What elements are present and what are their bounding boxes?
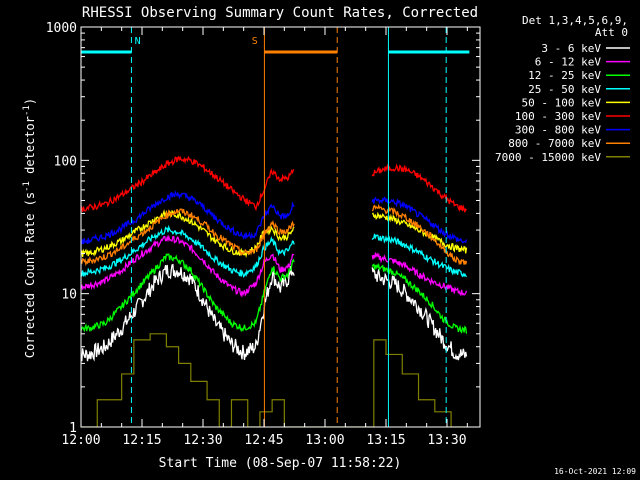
series-line-25-50kev-0 [81, 224, 295, 279]
legend-label: 3 - 6 keV [541, 42, 601, 55]
y-tick-label: 1 [69, 421, 77, 436]
axes: 12:00 12:15 12:30 12:45 13:00 13:15 13:30 1 10 10… [46, 21, 481, 448]
legend-header-line1: Det 1,3,4,5,6,9, [522, 14, 628, 27]
legend-label: 800 - 7000 keV [508, 137, 601, 150]
legend-label: 100 - 300 keV [515, 110, 601, 123]
y-tick-label: 1000 [46, 21, 77, 36]
legend-label: 25 - 50 keV [528, 83, 601, 96]
series-line-6-12kev-1 [371, 251, 468, 297]
legend-label: 50 - 100 keV [522, 96, 602, 109]
x-tick-label: 12:45 [244, 433, 283, 448]
chart-title: RHESSI Observing Summary Count Rates, Co… [82, 5, 478, 21]
y-tick-label: 100 [54, 154, 77, 169]
series-line-3-6kev-0 [81, 263, 295, 362]
legend-label: 300 - 800 keV [515, 124, 601, 137]
series-line-100-300kev-1 [371, 163, 467, 213]
series-line-800-7000kev-0 [81, 208, 295, 267]
legend-label: 6 - 12 keV [535, 56, 602, 69]
x-axis-label: Start Time (08-Sep-07 11:58:22) [159, 456, 402, 471]
series-line-7000-15000kev-0 [81, 333, 468, 427]
series-line-25-50kev-1 [371, 233, 468, 278]
series-line-300-800kev-0 [81, 190, 295, 245]
x-tick-label: 12:15 [122, 433, 161, 448]
series-line-800-7000kev-1 [371, 203, 468, 266]
marker-label-N: N [135, 36, 141, 47]
legend-label: 12 - 25 keV [528, 69, 601, 82]
x-tick-label: 13:00 [305, 433, 344, 448]
x-tick-label: 13:30 [427, 433, 466, 448]
series-line-100-300kev-0 [81, 155, 295, 212]
series-line-50-100kev-0 [81, 208, 295, 259]
plot-frame [80, 26, 481, 428]
series-line-6-12kev-0 [81, 234, 295, 298]
x-tick-label: 12:30 [183, 433, 222, 448]
legend-header-line2: Att 0 [595, 26, 628, 39]
y-tick-label: 10 [61, 288, 77, 303]
legend-label: 7000 - 15000 keV [495, 151, 601, 164]
series-line-3-6kev-1 [371, 267, 468, 361]
x-tick-label: 13:15 [366, 433, 405, 448]
series-line-12-25kev-0 [81, 253, 295, 333]
series-line-12-25kev-1 [371, 262, 468, 334]
footer-date: 16-Oct-2021 12:09 [554, 467, 636, 476]
series-line-300-800kev-1 [371, 196, 468, 244]
x-tick-label: 12:00 [61, 433, 100, 448]
marker-label-S: S [252, 36, 258, 47]
series-line-50-100kev-1 [371, 211, 468, 254]
y-axis-label: Corrected Count Rate (s-1 detector-1) [22, 98, 37, 358]
